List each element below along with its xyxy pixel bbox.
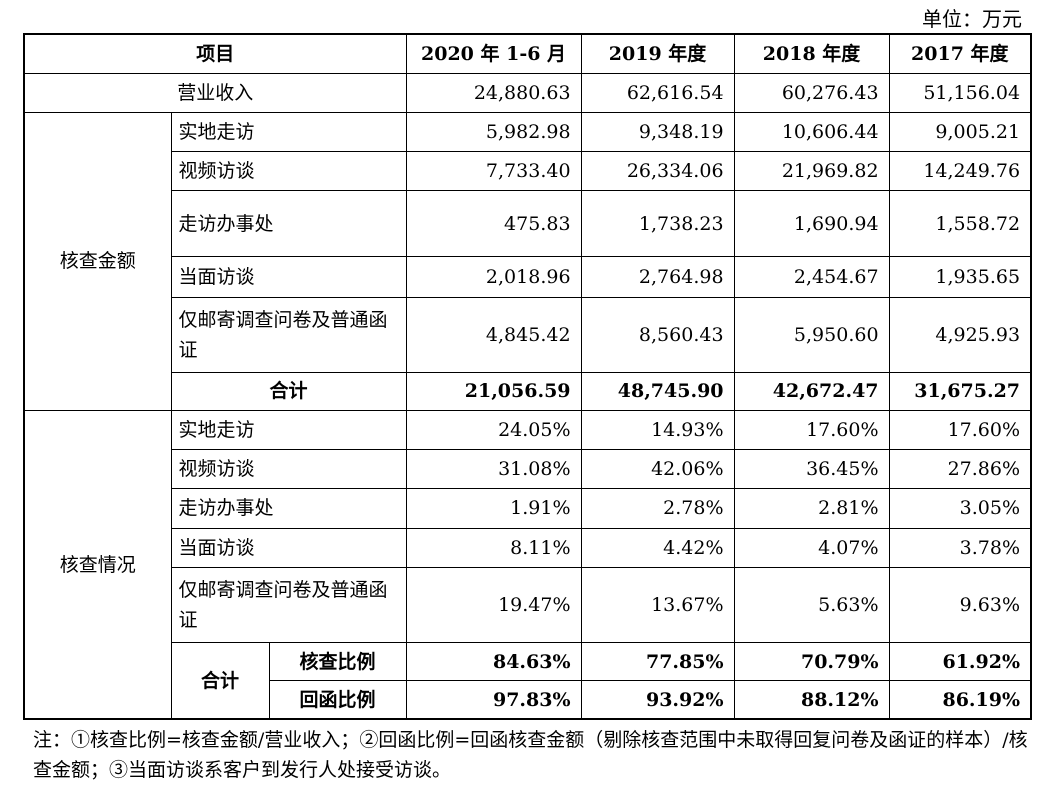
cell-value: 13.67% (580, 566, 735, 644)
cell-value: 4.07% (733, 527, 890, 568)
ratio-value: 86.19% (888, 680, 1032, 720)
ratio-row: 回函比例 97.83% 93.92% 88.12% 86.19% (24, 680, 1032, 720)
cell-value: 27.86% (888, 449, 1032, 490)
cell-value: 26,334.06 (580, 150, 735, 192)
total-row: 合计 21,056.59 48,745.90 42,672.47 31,675.27 (24, 371, 1032, 412)
row-label: 实地走访 (170, 410, 407, 451)
table-row: 核查金额 实地走访 5,982.98 9,348.19 10,606.44 9,005.2… (23, 111, 1032, 412)
revenue-value: 24,880.63 (405, 72, 582, 113)
cell-value: 2,764.98 (580, 256, 735, 298)
total-value: 31,675.27 (888, 371, 1032, 412)
cell-value: 5,982.98 (405, 111, 582, 152)
cell-value: 5.63% (733, 566, 890, 644)
table-row: 当面访谈 2,018.96 2,764.98 2,454.67 1,935.65 (24, 256, 1032, 298)
cell-value: 4,845.42 (405, 296, 582, 373)
ratio-value: 93.92% (580, 680, 735, 720)
ratio-value: 70.79% (733, 642, 890, 682)
row-label: 走访办事处 (170, 488, 407, 529)
cell-value: 21,969.82 (733, 150, 890, 192)
cell-value: 2.78% (580, 488, 735, 529)
cell-value: 4.42% (580, 527, 735, 568)
ratio-value: 97.83% (405, 680, 582, 720)
cell-value: 2,018.96 (405, 256, 582, 298)
table-row: 走访办事处 475.83 1,738.23 1,690.94 1,558.72 (24, 190, 1032, 258)
row-label: 走访办事处 (170, 190, 407, 258)
cell-value: 19.47% (405, 566, 582, 644)
total-label: 合计 (170, 642, 270, 720)
header-2018: 2018 年度 (733, 33, 890, 74)
total-label: 合计 (170, 371, 407, 412)
cell-value: 17.60% (733, 410, 890, 451)
row-label: 仅邮寄调查问卷及普通函证 (170, 566, 407, 644)
cell-value: 475.83 (405, 190, 582, 258)
row-label: 实地走访 (170, 111, 407, 152)
table-row: 核查情况 实地走访 24.05% 14.93% 17.60% 17.60% (23, 410, 1032, 720)
cell-value: 9,005.21 (888, 111, 1032, 152)
total-value: 42,672.47 (733, 371, 890, 412)
revenue-label: 营业收入 (23, 72, 407, 113)
cell-value: 3.78% (888, 527, 1032, 568)
header-item: 项目 (23, 33, 407, 74)
row-label: 当面访谈 (170, 256, 407, 298)
table-row: 走访办事处 1.91% 2.78% 2.81% 3.05% (24, 488, 1032, 529)
cell-value: 8,560.43 (580, 296, 735, 373)
unit-label: 单位：万元 (922, 7, 1022, 31)
header-2017: 2017 年度 (888, 33, 1032, 74)
cell-value: 42.06% (580, 449, 735, 490)
ratio-label: 核查比例 (268, 642, 407, 682)
cell-value: 2,454.67 (733, 256, 890, 298)
footnote: 注：①核查比例=核查金额/营业收入；②回函比例=回函核查金额（剔除核查范围中未取… (33, 729, 1028, 781)
cell-value: 1,690.94 (733, 190, 890, 258)
cell-value: 36.45% (733, 449, 890, 490)
cell-value: 8.11% (405, 527, 582, 568)
revenue-value: 60,276.43 (733, 72, 890, 113)
row-label: 仅邮寄调查问卷及普通函证 (170, 296, 407, 373)
ratio-label: 回函比例 (268, 680, 407, 720)
header-2020h1: 2020 年 1-6 月 (405, 33, 582, 74)
cell-value: 17.60% (888, 410, 1032, 451)
cell-value: 5,950.60 (733, 296, 890, 373)
cell-value: 2.81% (733, 488, 890, 529)
revenue-value: 62,616.54 (580, 72, 735, 113)
revenue-value: 51,156.04 (888, 72, 1032, 113)
row-label: 视频访谈 (170, 449, 407, 490)
ratio-value: 61.92% (888, 642, 1032, 682)
ratio-row: 合计 核查比例 84.63% 77.85% 70.79% 61.92% (24, 642, 1032, 720)
verification-table: 项目 2020 年 1-6 月 2019 年度 2018 年度 2017 年度 … (23, 33, 1033, 720)
ratio-value: 84.63% (405, 642, 582, 682)
header-row: 项目 2020 年 1-6 月 2019 年度 2018 年度 2017 年度 (23, 33, 1032, 74)
cell-value: 1,738.23 (580, 190, 735, 258)
table-row: 视频访谈 31.08% 42.06% 36.45% 27.86% (24, 449, 1032, 490)
cell-value: 10,606.44 (733, 111, 890, 152)
total-value: 48,745.90 (580, 371, 735, 412)
cell-value: 14,249.76 (888, 150, 1032, 192)
table-row: 仅邮寄调查问卷及普通函证 4,845.42 8,560.43 5,950.60 4,92… (24, 296, 1032, 373)
table-row: 当面访谈 8.11% 4.42% 4.07% 3.78% (24, 527, 1032, 568)
ratio-value: 88.12% (733, 680, 890, 720)
cell-value: 24.05% (405, 410, 582, 451)
ratio-value: 77.85% (580, 642, 735, 682)
cell-value: 1,935.65 (888, 256, 1032, 298)
cell-value: 31.08% (405, 449, 582, 490)
table-row: 视频访谈 7,733.40 26,334.06 21,969.82 14,249.76 (24, 150, 1032, 192)
cell-value: 14.93% (580, 410, 735, 451)
cell-value: 4,925.93 (888, 296, 1032, 373)
row-label: 视频访谈 (170, 150, 407, 192)
cell-value: 1.91% (405, 488, 582, 529)
cell-value: 7,733.40 (405, 150, 582, 192)
table-row: 仅邮寄调查问卷及普通函证 19.47% 13.67% 5.63% 9.63% (24, 566, 1032, 644)
total-value: 21,056.59 (405, 371, 582, 412)
cell-value: 9.63% (888, 566, 1032, 644)
cell-value: 1,558.72 (888, 190, 1032, 258)
header-2019: 2019 年度 (580, 33, 735, 74)
section-label: 核查情况 (23, 410, 172, 720)
row-label: 当面访谈 (170, 527, 407, 568)
cell-value: 3.05% (888, 488, 1032, 529)
section-label: 核查金额 (23, 111, 172, 412)
revenue-row: 营业收入 24,880.63 62,616.54 60,276.43 51,15… (23, 72, 1032, 113)
cell-value: 9,348.19 (580, 111, 735, 152)
